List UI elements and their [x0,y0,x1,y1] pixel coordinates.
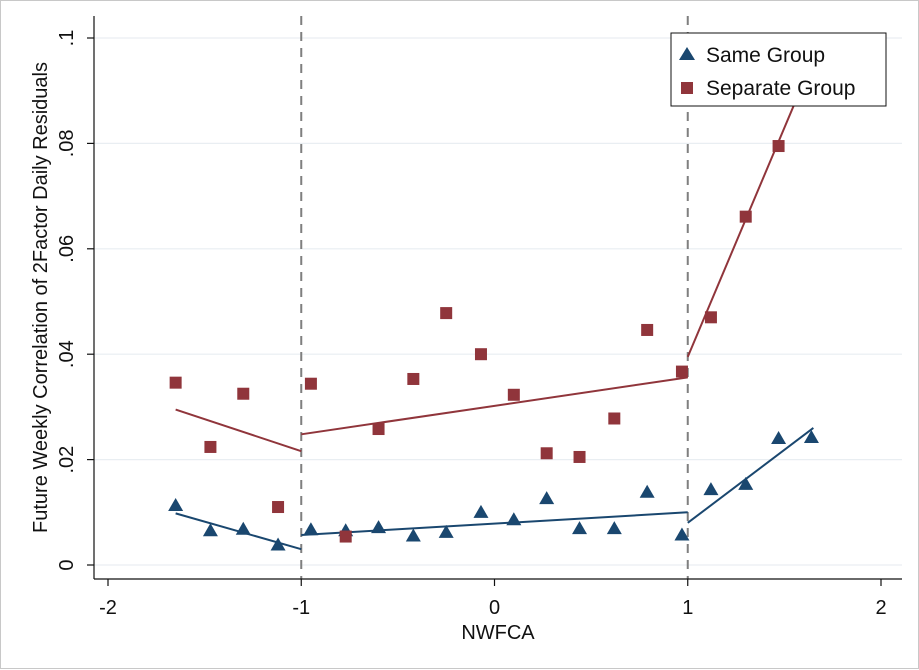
separate-group-point [641,323,654,336]
x-axis-title: NWFCA [461,622,535,644]
separate-group-point [608,412,621,425]
legend-triangle-marker [679,47,695,60]
legend-square-marker [681,82,693,94]
same-group-point [703,482,719,496]
separate-group-point [507,388,520,401]
same-group-point [606,521,622,535]
separate-group-point [204,440,217,453]
separate-group-point [772,140,785,153]
y-tick-label: .06 [56,235,78,263]
separate-group-point [237,387,250,400]
same-group-point [539,491,555,505]
separate-group-point [474,348,487,361]
separate-group-point [339,530,352,543]
y-tick-label: .04 [56,340,78,368]
same-group-point [438,524,454,538]
separate-group-fit-line [686,58,815,358]
x-tick-label: 1 [682,597,693,619]
same-group-point [371,520,387,534]
y-axis-title: Future Weekly Correlation of 2Factor Dai… [30,62,52,533]
same-group-point [405,528,421,542]
same-group-point [803,429,819,443]
separate-group-point [540,447,553,460]
same-group-point [506,512,522,526]
same-group-fit-line [301,511,688,536]
same-group-point [771,431,787,445]
separate-group-point [573,450,586,463]
y-tick-label: .08 [56,129,78,157]
same-group-point [572,521,588,535]
y-tick-label: 0 [56,559,78,570]
separate-group-point [372,423,385,436]
legend-box [670,32,887,107]
axes: -2 -1 0 1 2 0 .02 .04 .06 .08 .1 [56,16,902,619]
same-group-point [473,504,489,518]
separate-group-point [169,376,182,389]
same-group-point [674,527,690,541]
separate-group-point [739,210,752,223]
data-points [168,58,819,551]
x-tick-label: 2 [875,597,886,619]
separate-group-fit-line [301,376,688,436]
x-tick-label: -2 [99,597,117,619]
x-tick-label: 0 [489,597,500,619]
same-group-fit-line [687,427,814,524]
legend-label-same-group: Same Group [706,44,825,67]
same-group-point [303,522,319,536]
legend-label-separate-group: Separate Group [706,77,855,100]
y-tick-label: .02 [56,446,78,474]
same-group-point [738,476,754,490]
x-tick-label: -1 [292,597,310,619]
separate-group-point [675,365,688,378]
separate-group-point [440,307,453,320]
separate-group-point [704,311,717,324]
gridlines [94,37,902,566]
legend: Same Group Separate Group [670,32,887,107]
separate-group-point [304,377,317,390]
fit-lines [175,58,815,551]
same-group-point [270,537,286,551]
axis-labels: NWFCA Future Weekly Correlation of 2Fact… [30,62,535,644]
separate-group-point [407,372,420,385]
same-group-point [202,523,218,537]
same-group-point [168,497,184,511]
y-tick-label: .1 [56,30,78,47]
same-group-point [639,484,655,498]
reference-lines [300,16,689,579]
separate-group-fit-line [175,408,302,453]
same-group-point [235,521,251,535]
separate-group-point [272,501,285,514]
